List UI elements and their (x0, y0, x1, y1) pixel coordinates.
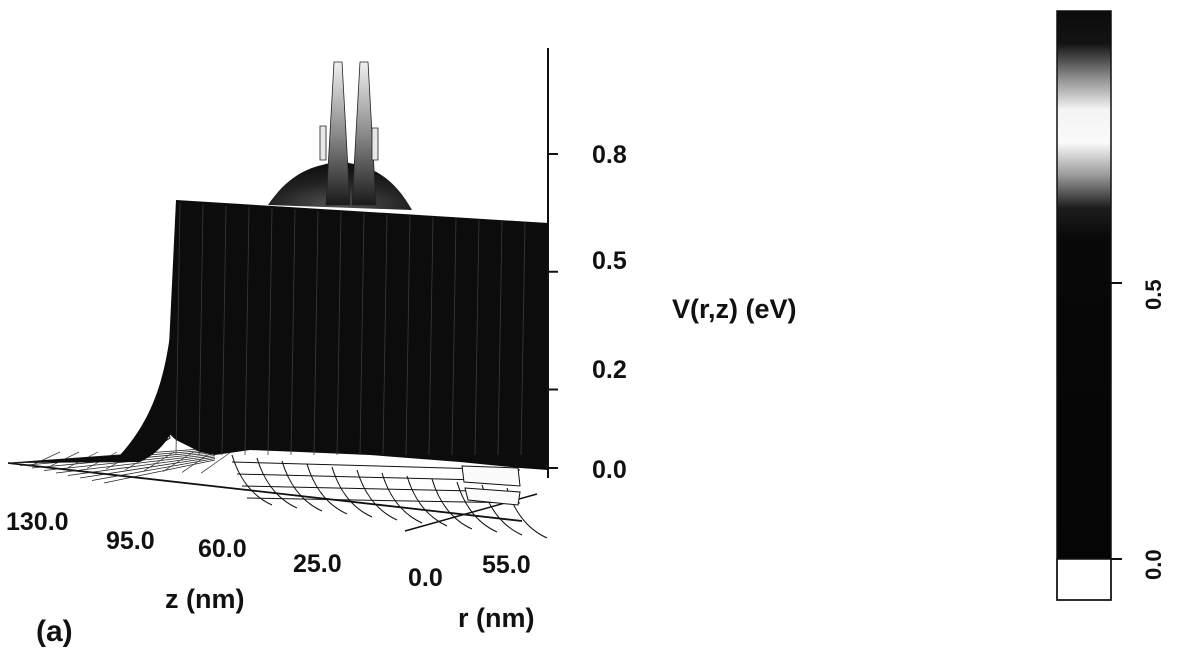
colorbar-bottom-cell (1056, 558, 1112, 601)
front-profile-0 (231, 454, 273, 506)
tail-cross-6 (143, 451, 175, 472)
r-tick-label-1: 55.0 (482, 551, 531, 579)
colorbar-frame (1056, 10, 1112, 601)
grid-vertical-2 (221, 205, 227, 456)
r-axis-title: r (nm) (458, 603, 535, 633)
colorbar-tick-label-1: 0.5 (1141, 279, 1166, 310)
barrier-peak-left (325, 61, 351, 206)
grid-vertical-8 (359, 213, 365, 456)
v-axis-ticks (548, 153, 558, 469)
barrier-peak-right (351, 61, 377, 206)
colorbar: 0.0 0.5 (1056, 10, 1166, 601)
v-tick-label-3: 0.8 (592, 141, 627, 169)
plateau-surface (165, 200, 548, 470)
front-profile-7 (406, 475, 448, 527)
front-ring-3 (246, 497, 521, 504)
z-axis-title: z (nm) (165, 584, 244, 614)
grid-vertical-9 (382, 214, 388, 456)
tail-line-7 (91, 458, 216, 481)
z-tick-label-4: 0.0 (408, 564, 443, 592)
surface-mesh (7, 61, 548, 539)
panel-label: (a) (36, 615, 73, 648)
tail-line-6 (79, 456, 216, 479)
grid-vertical-4 (267, 208, 273, 456)
front-profile-2 (281, 460, 323, 512)
grid-vertical-15 (520, 222, 526, 456)
front-profile-3 (306, 463, 348, 515)
tail-cross-8 (181, 451, 213, 473)
v-tick-label-2: 0.5 (592, 247, 627, 275)
grid-vertical-1 (198, 204, 204, 456)
grid-vertical-7 (336, 212, 342, 456)
grid-vertical-6 (313, 210, 319, 456)
front-profile-5 (356, 469, 398, 521)
colorbar-tick-label-0: 0.0 (1141, 549, 1166, 580)
front-profile-9 (456, 481, 498, 533)
v-tick-label-1: 0.2 (592, 356, 627, 384)
front-profile-8 (431, 478, 473, 530)
plateau-left-wall (8, 200, 176, 463)
peak-ledge-left (319, 125, 327, 161)
grid-vertical-3 (244, 206, 250, 456)
z-tick-label-0: 130.0 (6, 508, 69, 536)
z-axis-front-edge (7, 462, 523, 522)
peak-ledge-right (371, 127, 379, 161)
front-profile-6 (381, 472, 423, 524)
tail-line-5 (67, 455, 216, 476)
grid-vertical-0 (175, 202, 181, 456)
plateau-grid (175, 202, 526, 456)
grid-vertical-5 (290, 209, 296, 456)
z-tick-label-3: 25.0 (293, 550, 342, 578)
tail-cross-9 (200, 451, 232, 474)
tail-cross-0 (29, 451, 61, 467)
left-tail-mesh (7, 447, 232, 484)
z-tick-label-1: 95.0 (106, 527, 155, 555)
z-tick-label-2: 60.0 (198, 535, 247, 563)
front-tile-right (461, 465, 521, 487)
front-profile-4 (331, 466, 373, 518)
grid-vertical-11 (428, 217, 434, 456)
grid-vertical-12 (451, 218, 457, 456)
grid-vertical-13 (474, 219, 480, 456)
grid-vertical-14 (497, 221, 503, 456)
grid-vertical-10 (405, 215, 411, 456)
tail-cross-7 (162, 451, 194, 472)
front-tile-right-2 (464, 487, 521, 506)
v-axis-title: V(r,z) (eV) (672, 294, 797, 324)
tail-line-8 (103, 459, 216, 484)
colorbar-fill (1057, 11, 1111, 559)
v-tick-label-0: 0.0 (592, 456, 627, 484)
